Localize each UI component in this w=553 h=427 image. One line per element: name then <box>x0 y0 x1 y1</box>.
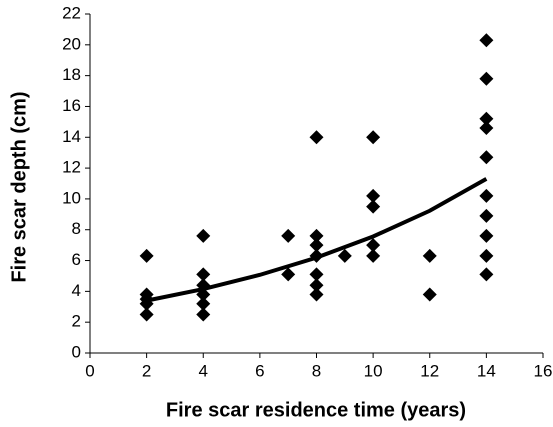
data-point <box>196 296 211 311</box>
y-axis-label: Fire scar depth (cm) <box>8 91 30 282</box>
data-point <box>479 71 494 86</box>
y-tick-label: 0 <box>72 342 81 361</box>
x-axis-label: Fire scar residence time (years) <box>166 399 466 421</box>
data-point <box>422 248 437 263</box>
data-point <box>309 130 324 145</box>
x-tick-label: 4 <box>199 361 208 380</box>
data-point <box>196 267 211 282</box>
y-tick-label: 16 <box>62 96 81 115</box>
y-tick-label: 6 <box>72 250 81 269</box>
data-point <box>479 248 494 263</box>
data-point <box>479 150 494 165</box>
data-point <box>479 121 494 136</box>
x-tick-label: 10 <box>364 361 383 380</box>
data-point <box>139 307 154 322</box>
data-point <box>309 228 324 243</box>
y-tick-label: 10 <box>62 188 81 207</box>
trend-line <box>146 177 488 303</box>
data-point <box>366 248 381 263</box>
data-point <box>139 248 154 263</box>
y-tick-label: 8 <box>72 219 81 238</box>
data-point <box>479 267 494 282</box>
x-tick-label: 6 <box>255 361 264 380</box>
data-point <box>337 248 352 263</box>
data-point <box>366 199 381 214</box>
data-point <box>479 228 494 243</box>
data-point <box>196 307 211 322</box>
data-point <box>479 33 494 48</box>
x-tick-label: 12 <box>420 361 439 380</box>
y-tick-label: 22 <box>62 3 81 22</box>
data-point <box>281 228 296 243</box>
data-point <box>309 238 324 253</box>
data-point <box>309 287 324 302</box>
y-tick-label: 2 <box>72 312 81 331</box>
y-tick-label: 4 <box>72 281 81 300</box>
x-tick-label: 0 <box>85 361 94 380</box>
data-point <box>281 267 296 282</box>
x-tick-label: 14 <box>477 361 496 380</box>
data-point <box>366 130 381 145</box>
data-point <box>366 238 381 253</box>
y-tick-label: 18 <box>62 65 81 84</box>
y-tick-label: 14 <box>62 127 81 146</box>
x-tick-label: 2 <box>142 361 151 380</box>
x-tick-label: 16 <box>534 361 553 380</box>
x-tick-label: 8 <box>312 361 321 380</box>
data-point <box>309 267 324 282</box>
data-point <box>422 287 437 302</box>
data-point <box>479 208 494 223</box>
data-point <box>309 278 324 293</box>
data-point <box>479 188 494 203</box>
data-point <box>479 111 494 126</box>
data-point <box>196 228 211 243</box>
data-point <box>366 188 381 203</box>
y-tick-label: 12 <box>62 158 81 177</box>
y-tick-label: 20 <box>62 34 81 53</box>
